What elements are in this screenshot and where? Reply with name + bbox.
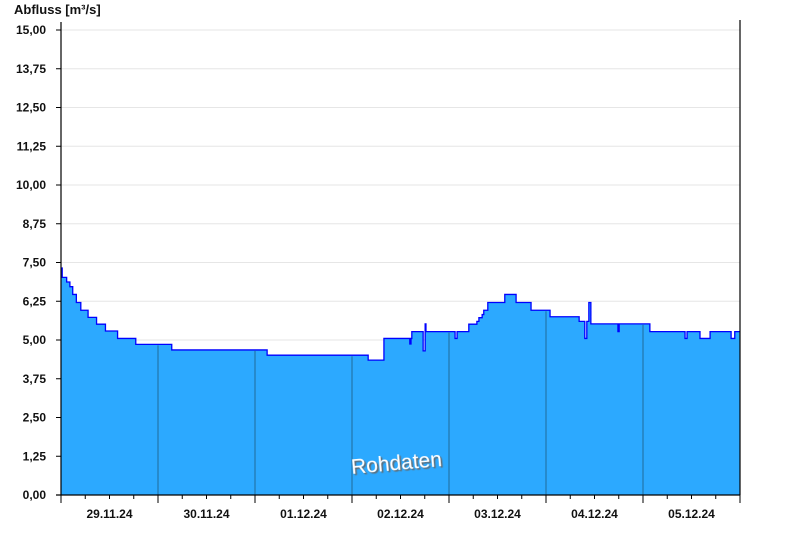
y-tick-label: 15,00 — [16, 23, 46, 37]
y-axis-title: Abfluss [m³/s] — [14, 2, 101, 17]
x-tick-label: 01.12.24 — [280, 507, 327, 521]
y-tick-label: 3,75 — [23, 372, 47, 386]
x-tick-label: 29.11.24 — [86, 507, 132, 521]
x-tick-label: 02.12.24 — [377, 507, 424, 521]
y-tick-label: 7,50 — [23, 256, 47, 270]
y-tick-label: 13,75 — [16, 62, 46, 76]
y-tick-label: 12,50 — [16, 101, 46, 115]
discharge-area — [61, 268, 740, 495]
x-tick-label: 04.12.24 — [571, 507, 618, 521]
y-tick-label: 11,25 — [17, 139, 47, 153]
y-tick-label: 10,00 — [16, 178, 46, 192]
x-tick-label: 30.11.24 — [183, 507, 229, 521]
y-tick-label: 1,25 — [23, 449, 47, 463]
y-tick-label: 8,75 — [23, 217, 47, 231]
y-tick-label: 5,00 — [23, 333, 47, 347]
x-tick-label: 05.12.24 — [668, 507, 715, 521]
y-tick-label: 2,50 — [23, 411, 47, 425]
discharge-line — [61, 267, 740, 361]
y-tick-label: 6,25 — [23, 294, 47, 308]
x-tick-label: 03.12.24 — [474, 507, 521, 521]
y-tick-label: 0,00 — [23, 488, 47, 502]
